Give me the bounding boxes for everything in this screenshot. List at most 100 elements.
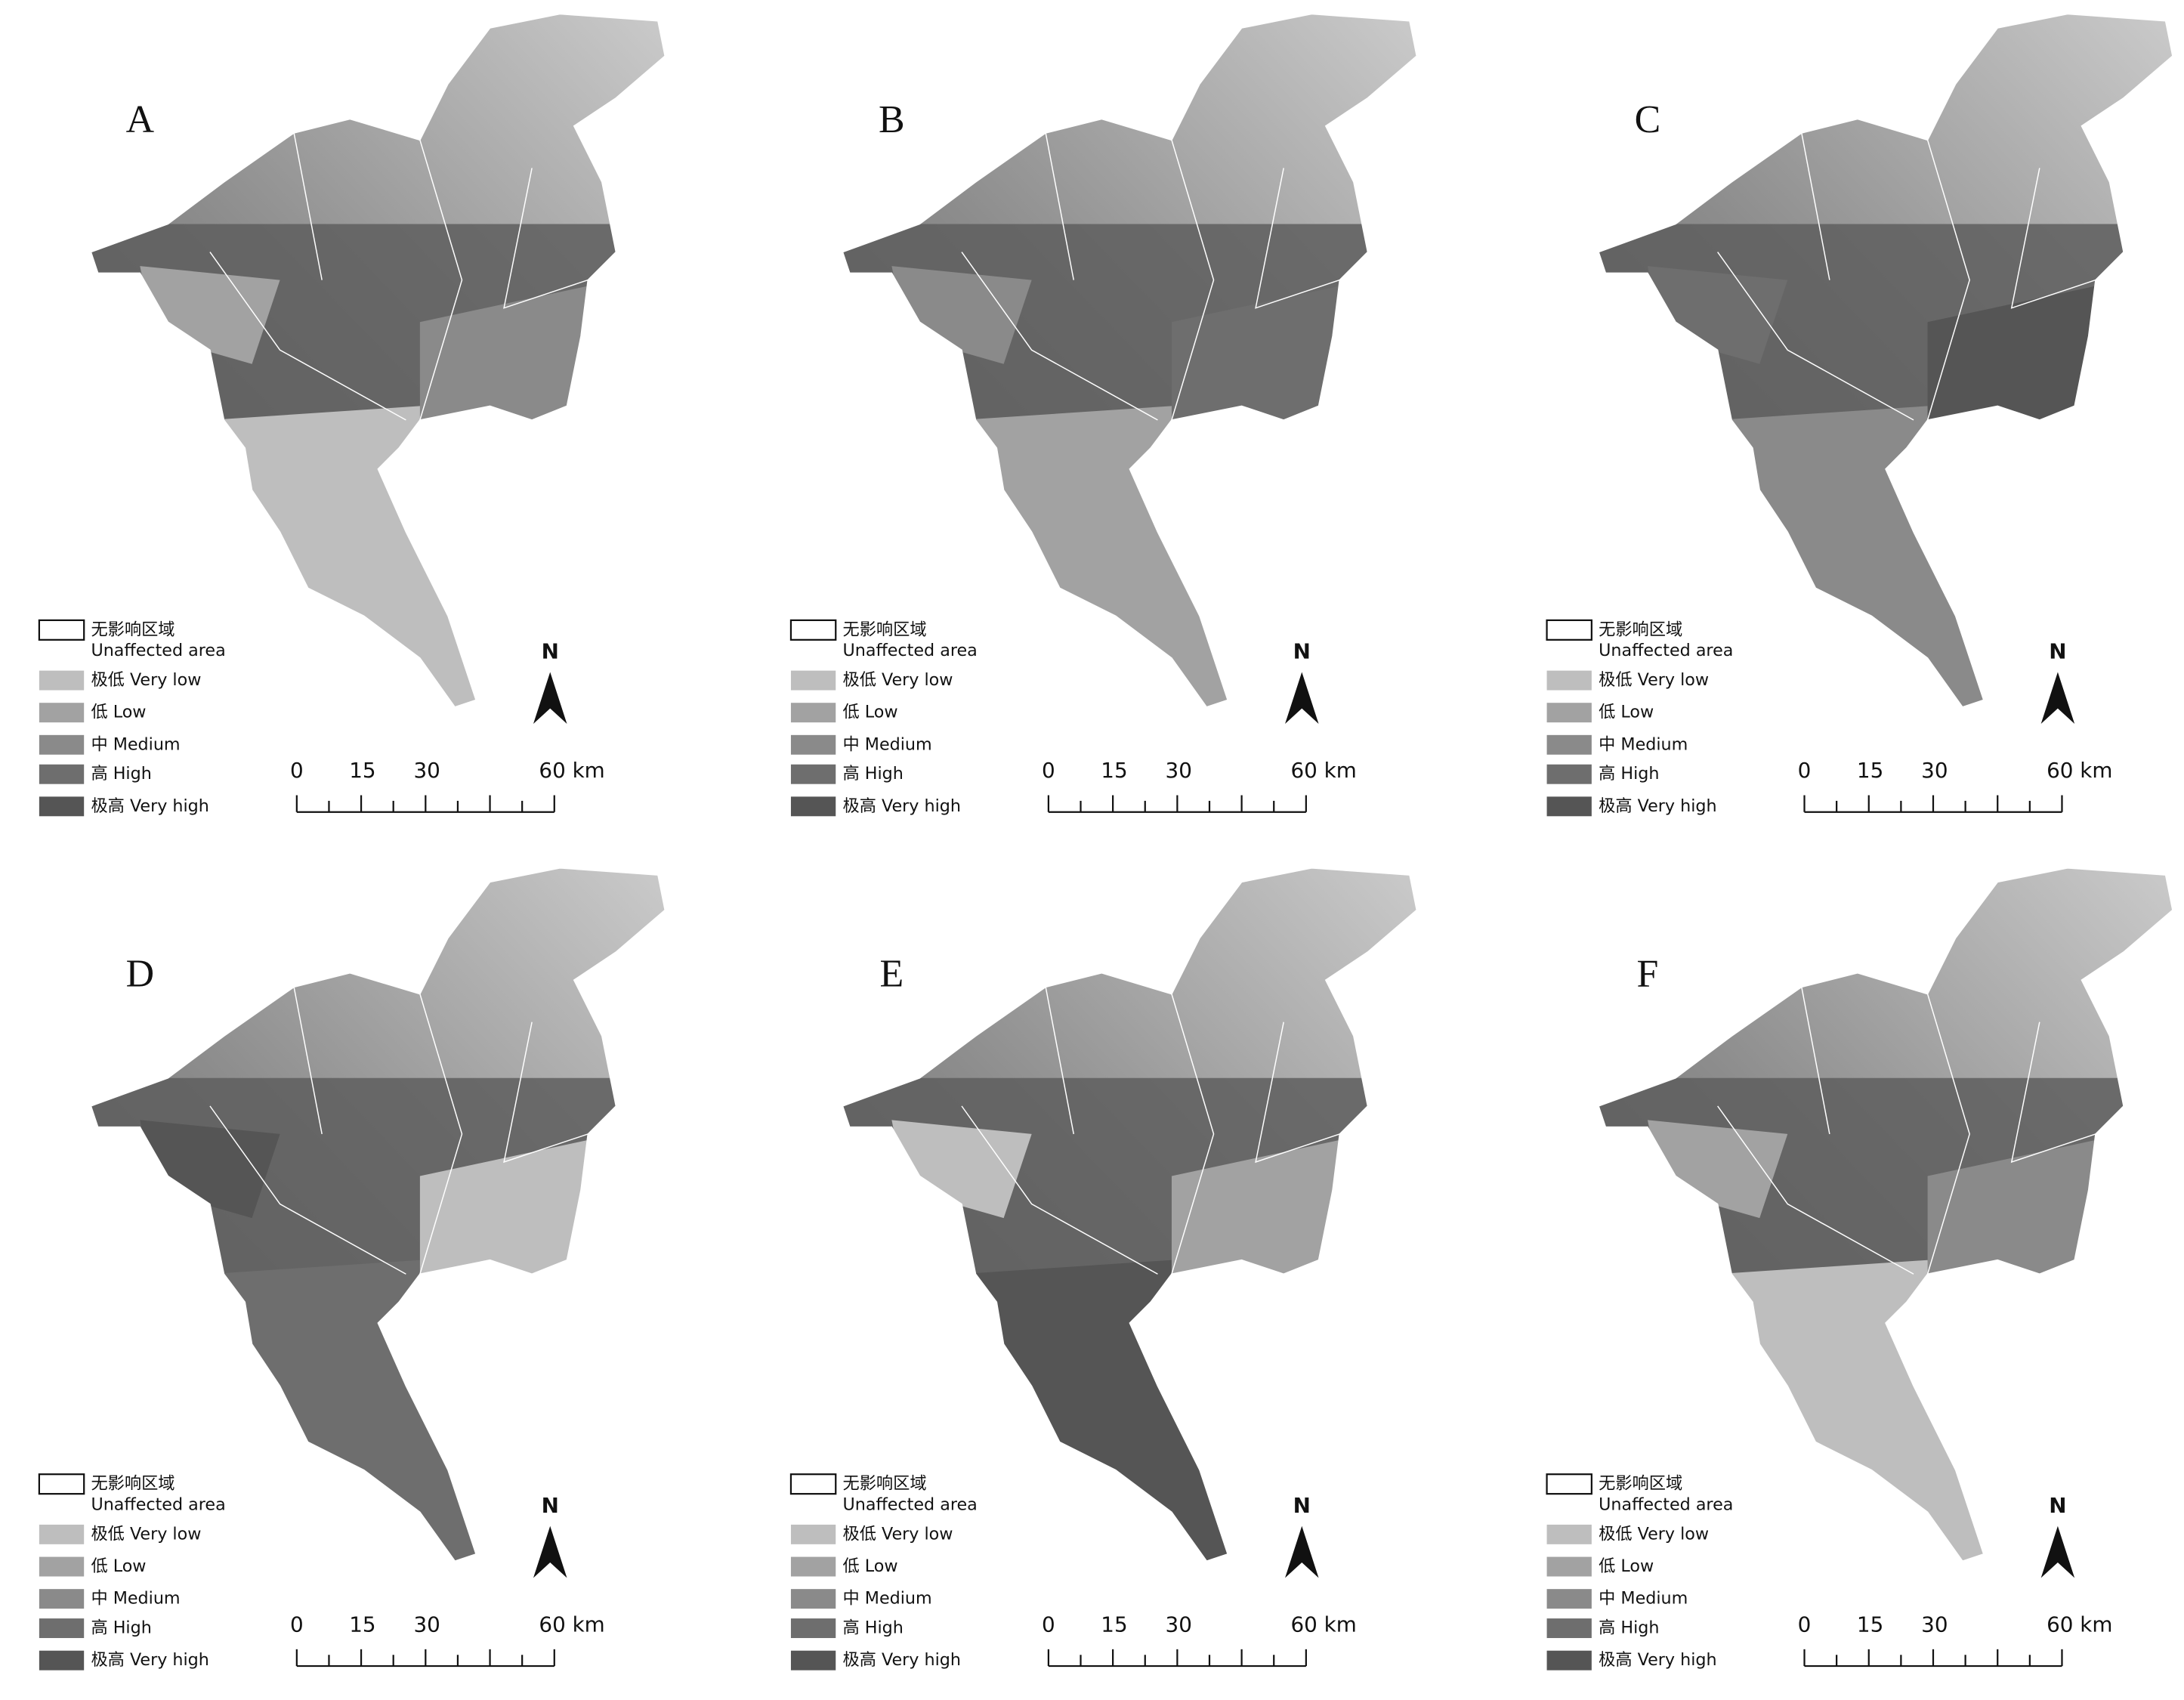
region	[1927, 280, 2124, 434]
region	[1171, 1133, 1368, 1288]
legend-label: 极高 Very high	[91, 796, 209, 816]
legend-label: 中 Medium	[1599, 1589, 1688, 1609]
map	[91, 867, 666, 1562]
legend-label: 低 Low	[843, 703, 898, 722]
scale-label: 60 km	[1290, 1612, 1356, 1637]
legend-swatch	[1546, 1524, 1592, 1544]
boundary	[1045, 132, 1074, 280]
boundary	[2010, 1022, 2096, 1164]
legend-label: 无影响区域	[1599, 1474, 1682, 1494]
legend-swatch	[1546, 619, 1592, 641]
map	[842, 14, 1417, 707]
map-panel: B 无影响区域 Unaffected area 极低 Very low 低 Low 中 M…	[789, 13, 1418, 817]
legend-label: 低 Low	[91, 1556, 146, 1576]
legend-label: 高 High	[1599, 764, 1659, 784]
scale-label: 60 km	[1290, 758, 1356, 783]
region	[1717, 406, 1998, 707]
legend-label: 低 Low	[91, 703, 146, 722]
region	[419, 1133, 616, 1288]
legend-swatch	[790, 703, 836, 723]
region	[209, 1260, 490, 1562]
north-label: N	[542, 1493, 559, 1518]
legend-swatch	[39, 1650, 85, 1671]
north-arrow	[2040, 672, 2075, 725]
north-label: N	[2049, 638, 2066, 663]
legend-label: 无影响区域	[91, 1474, 175, 1494]
boundary	[2010, 168, 2096, 309]
legend-swatch	[39, 734, 85, 755]
legend-label: 极低 Very low	[1599, 1524, 1709, 1544]
legend-label: 中 Medium	[91, 1589, 180, 1609]
scale-label: 60 km	[539, 758, 604, 783]
boundary	[209, 252, 406, 421]
region	[1171, 280, 1368, 434]
legend-swatch	[39, 1524, 85, 1544]
legend-label: 无影响区域	[843, 1474, 927, 1494]
legend-label: Unaffected area	[1599, 1494, 1733, 1514]
legend-label: 高 High	[91, 1618, 151, 1638]
region-outline	[842, 867, 1418, 1562]
legend-swatch	[38, 1473, 85, 1495]
legend-label: 中 Medium	[91, 734, 180, 754]
north-arrow	[533, 1525, 567, 1578]
panel-label: C	[1635, 98, 1661, 141]
legend-swatch	[1546, 1618, 1592, 1639]
boundary	[1926, 994, 1970, 1275]
legend-label: 高 High	[843, 1618, 904, 1638]
legend-label: 低 Low	[1599, 1556, 1654, 1576]
north-label: N	[2049, 1493, 2066, 1518]
boundary	[419, 140, 463, 421]
legend-swatch	[39, 1556, 85, 1577]
legend-label: Unaffected area	[1599, 641, 1733, 660]
legend-label: 极低 Very low	[843, 1524, 953, 1544]
scale-label: 30	[1921, 1612, 1948, 1637]
map-panel: C 无影响区域 Unaffected area 极低 Very low 低 Low 中 M…	[1546, 13, 2173, 817]
scale-label: 0	[1042, 1612, 1055, 1637]
scale-label: 0	[290, 1612, 304, 1637]
map-panel: A 无影响区域 Unaffected area 极低 Very low 低 Low 中 M…	[38, 13, 666, 817]
legend-swatch	[1546, 703, 1592, 723]
legend-label: 极低 Very low	[1599, 670, 1709, 690]
region	[1717, 1260, 1998, 1562]
boundary	[961, 252, 1158, 421]
legend-label: 极高 Very high	[91, 1650, 209, 1670]
legend-label: 无影响区域	[91, 620, 175, 639]
north-arrow	[533, 672, 567, 725]
north-arrow	[1285, 1525, 1319, 1578]
legend-label: 低 Low	[1599, 703, 1654, 722]
boundary	[293, 132, 323, 280]
map	[91, 14, 666, 707]
legend-swatch	[1546, 796, 1592, 817]
legend-swatch	[39, 670, 85, 691]
scale-label: 15	[349, 758, 375, 783]
legend-swatch	[1546, 1556, 1592, 1577]
legend-label: 极低 Very low	[843, 670, 953, 690]
region-outline	[1598, 13, 2173, 708]
panel-label: E	[880, 952, 904, 995]
boundary	[1045, 987, 1074, 1135]
legend-label: 极高 Very high	[843, 796, 961, 816]
legend-label: 高 High	[91, 764, 151, 784]
legend-swatch	[790, 670, 836, 691]
scale-label: 60 km	[2047, 758, 2112, 783]
boundary	[419, 994, 463, 1275]
legend-label: 极高 Very high	[1599, 1650, 1716, 1670]
boundary	[209, 1105, 406, 1275]
boundary	[1171, 994, 1215, 1275]
region	[962, 406, 1242, 707]
region	[962, 1260, 1242, 1562]
legend-label: Unaffected area	[91, 641, 225, 660]
legend-swatch	[790, 1650, 836, 1671]
scale-label: 0	[1042, 758, 1055, 783]
scale-label: 15	[349, 1612, 375, 1637]
scale-label: 30	[1921, 758, 1948, 783]
north-arrow	[1285, 672, 1319, 725]
legend-label: 中 Medium	[1599, 734, 1688, 754]
legend-swatch	[39, 1618, 85, 1639]
boundary	[1926, 140, 1970, 421]
legend-label: 极低 Very low	[91, 670, 201, 690]
north-label: N	[1293, 638, 1311, 663]
